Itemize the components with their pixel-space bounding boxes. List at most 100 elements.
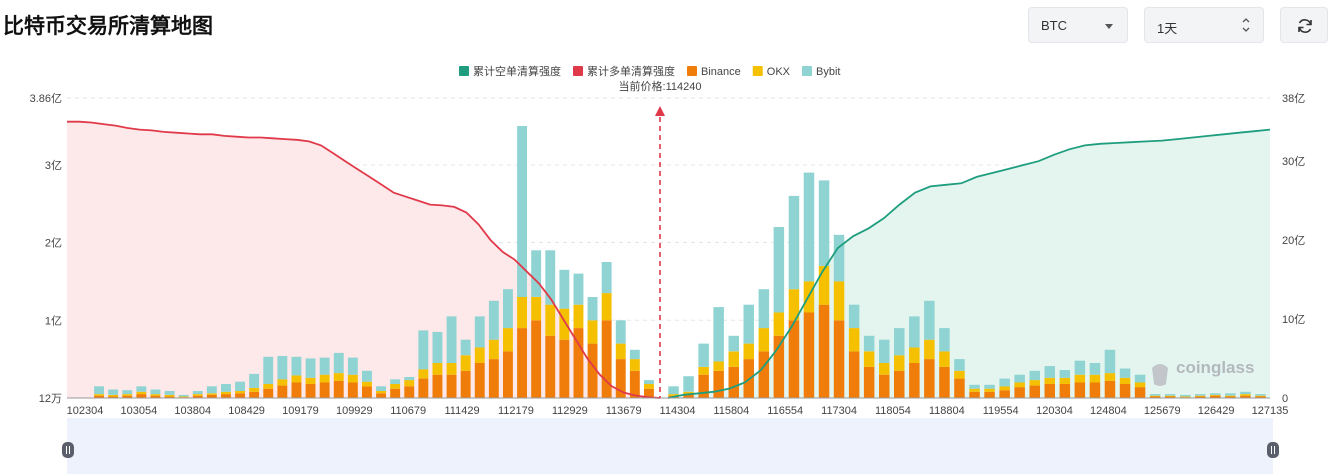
liquidation-bar (601, 293, 612, 321)
liquidation-bar (249, 391, 260, 398)
watermark-text: coinglass (1176, 358, 1255, 377)
liquidation-bar (615, 359, 626, 398)
liquidation-bar (333, 373, 344, 381)
liquidation-bar (939, 366, 950, 398)
liquidation-bar (1119, 368, 1131, 378)
left-axis-tick: 3亿 (45, 159, 62, 172)
liquidation-bar (503, 289, 513, 329)
short-cumulative-area (668, 129, 1270, 398)
liquidation-bar (773, 312, 785, 336)
liquidation-bar (390, 388, 401, 398)
x-axis-tick: 115804 (713, 405, 749, 417)
liquidation-bar (879, 374, 890, 398)
liquidation-bar (1014, 382, 1025, 388)
liquidation-bar (879, 363, 890, 375)
legend-swatch (687, 66, 697, 76)
refresh-button[interactable] (1280, 7, 1328, 43)
liquidation-bar (1014, 387, 1025, 398)
liquidation-bar (728, 351, 739, 367)
liquidation-bar (683, 376, 694, 392)
long-cumulative-line (67, 120, 661, 399)
liquidation-bar (1149, 396, 1161, 398)
liquidation-bar (559, 269, 570, 309)
liquidation-bar (94, 394, 104, 396)
liquidation-bar (362, 381, 372, 387)
liquidation-bar (1149, 395, 1161, 397)
liquidation-bar (1225, 396, 1236, 398)
liquidation-bar (164, 394, 175, 397)
page-title: 比特币交易所清算地图 (3, 14, 213, 38)
x-axis-tick: 112179 (498, 405, 534, 417)
liquidation-bar (728, 335, 739, 352)
liquidation-bar (954, 359, 965, 371)
liquidation-bar (545, 250, 556, 305)
range-scroller[interactable] (67, 418, 1273, 474)
liquidation-bar (939, 351, 950, 367)
liquidation-bar (206, 393, 217, 395)
x-axis-tick: 109179 (282, 405, 319, 417)
liquidation-bar (362, 370, 372, 382)
liquidation-bar (1074, 360, 1086, 375)
x-axis-tick: 112929 (552, 405, 588, 417)
liquidation-bar (390, 384, 401, 389)
liquidation-bar (305, 358, 316, 378)
liquidation-bar (1180, 394, 1191, 397)
liquidation-bar (1134, 387, 1146, 398)
liquidation-bar (833, 281, 845, 321)
liquidation-bar (517, 297, 527, 329)
liquidation-bar (698, 374, 709, 398)
liquidation-bar (1240, 394, 1251, 396)
liquidation-bar (1240, 391, 1251, 395)
liquidation-bar (249, 387, 260, 392)
liquidation-bar (263, 388, 274, 398)
left-axis-tick: 3.86亿 (30, 92, 62, 105)
symbol-select[interactable]: BTC (1028, 7, 1128, 43)
liquidation-bar (319, 357, 330, 375)
liquidation-bar (788, 320, 800, 398)
liquidation-bar (460, 355, 471, 371)
liquidation-bar (1225, 393, 1236, 396)
symbol-select-value: BTC (1041, 18, 1067, 33)
liquidation-bar (333, 352, 344, 374)
liquidation-bar (1029, 385, 1040, 398)
liquidation-bar (474, 347, 485, 363)
liquidation-bar (984, 384, 995, 389)
liquidation-bar (863, 335, 875, 352)
x-axis-tick: 109929 (336, 405, 373, 417)
liquidation-bar (1104, 380, 1116, 398)
liquidation-bar (178, 394, 189, 397)
liquidation-bar (629, 359, 640, 371)
liquidation-bar (1164, 396, 1176, 398)
liquidation-bar (773, 227, 785, 313)
short-cumulative-line (667, 128, 1271, 399)
range-handle-left[interactable] (62, 442, 74, 458)
liquidation-bar (517, 126, 527, 297)
liquidation-bar (1074, 374, 1086, 383)
liquidation-bar (150, 394, 161, 396)
liquidation-bar (136, 394, 147, 398)
liquidation-bar (984, 391, 995, 398)
liquidation-bar (644, 380, 654, 384)
liquidation-bar (1255, 396, 1266, 398)
liquidation-bar (376, 393, 386, 398)
range-handle-right[interactable] (1267, 442, 1279, 458)
liquidation-bar (206, 394, 217, 398)
liquidation-bar (192, 395, 203, 398)
liquidation-bar (1195, 394, 1206, 396)
liquidation-bar (601, 262, 612, 294)
liquidation-bar (1029, 380, 1040, 386)
liquidation-bar (362, 386, 372, 398)
liquidation-bar (954, 370, 965, 379)
x-axis-tick: 116554 (767, 405, 803, 417)
refresh-icon (1298, 19, 1312, 33)
legend-label: Bybit (816, 66, 840, 78)
liquidation-bar (503, 328, 513, 352)
liquidation-bar (376, 386, 386, 391)
liquidation-bar (376, 391, 386, 394)
liquidation-bar (221, 391, 231, 395)
liquidation-bar (136, 386, 147, 392)
period-select[interactable]: 1天 (1144, 7, 1264, 43)
liquidation-bar (788, 195, 800, 290)
x-axis-tick: 103054 (121, 405, 158, 417)
liquidation-bar (1089, 363, 1101, 375)
